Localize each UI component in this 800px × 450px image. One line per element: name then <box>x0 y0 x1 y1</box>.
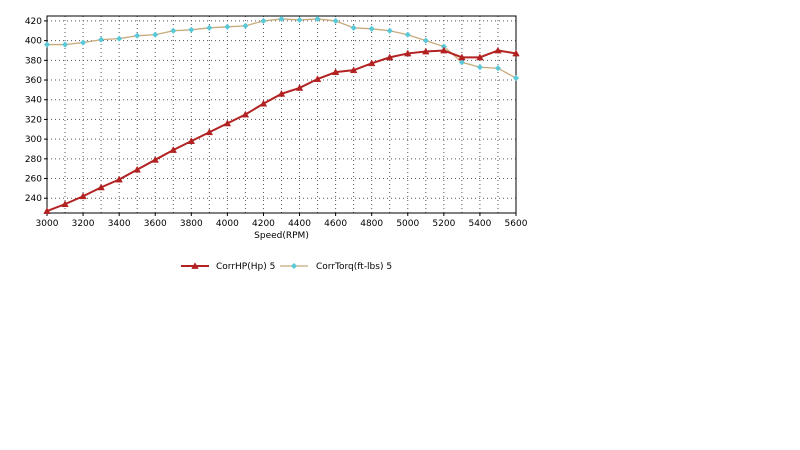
legend: CorrHP(Hp) 5 CorrTorq(ft-lbs) 5 <box>181 262 392 272</box>
data-point <box>494 46 502 54</box>
data-point <box>350 24 357 31</box>
data-point <box>152 31 159 38</box>
data-point <box>170 27 177 34</box>
data-point <box>133 165 141 173</box>
legend-marker <box>290 262 298 270</box>
legend-label: CorrHP(Hp) 5 <box>216 262 275 272</box>
data-point <box>494 65 502 72</box>
data-point <box>367 59 376 67</box>
data-point <box>458 59 466 66</box>
data-point <box>205 128 214 136</box>
data-point <box>116 35 123 42</box>
data-point <box>296 16 303 24</box>
x-axis-label: Speed(RPM) <box>254 231 309 241</box>
x-tick-label: 3400 <box>108 219 131 229</box>
x-tick-label: 4800 <box>360 219 383 229</box>
data-point <box>386 27 393 34</box>
data-point <box>79 39 87 46</box>
data-point <box>476 64 484 71</box>
data-point <box>241 110 250 118</box>
y-tick-label: 300 <box>25 135 42 145</box>
data-point <box>61 41 69 48</box>
data-point <box>404 31 411 38</box>
data-point <box>295 84 304 91</box>
data-point <box>277 90 286 97</box>
x-tick-label: 5600 <box>505 219 528 229</box>
series-line <box>46 49 517 212</box>
data-point <box>242 22 249 30</box>
data-point <box>97 36 105 43</box>
data-point <box>476 53 484 61</box>
legend-marker <box>191 262 199 269</box>
data-point <box>97 183 105 191</box>
data-point <box>169 146 177 153</box>
data-point <box>43 207 51 214</box>
data-point <box>134 32 141 39</box>
data-point <box>223 119 232 127</box>
data-point <box>260 17 267 25</box>
series-corrtorq-ft-lbs-5 <box>43 15 520 82</box>
data-point <box>188 26 195 33</box>
data-point <box>187 137 196 144</box>
data-point <box>386 53 394 61</box>
y-tick-label: 280 <box>25 155 42 165</box>
x-tick-label: 3200 <box>72 219 95 229</box>
data-point <box>349 66 358 74</box>
data-point <box>224 23 231 30</box>
x-tick-label: 4000 <box>216 219 239 229</box>
data-point <box>422 37 429 44</box>
data-point <box>422 47 430 55</box>
data-point <box>331 68 340 76</box>
y-tick-label: 260 <box>25 175 42 185</box>
data-point <box>115 175 123 183</box>
data-point <box>512 49 520 57</box>
y-tick-label: 400 <box>25 37 42 47</box>
data-point <box>458 53 466 61</box>
data-point <box>206 24 213 31</box>
legend-item-1: CorrHP(Hp) 5 <box>181 262 275 272</box>
x-tick-label: 3600 <box>144 219 167 229</box>
y-tick-label: 340 <box>25 96 42 106</box>
data-point <box>440 46 448 54</box>
series-layer <box>43 15 520 214</box>
y-tick-label: 240 <box>25 194 42 204</box>
x-tick-label: 5000 <box>396 219 419 229</box>
x-tick-label: 5200 <box>432 219 455 229</box>
x-tick-label: 3000 <box>36 219 59 229</box>
y-tick-label: 420 <box>25 17 42 27</box>
y-axis-ticks: 240 260 280 300 320 340 360 380 400 420 <box>25 17 47 204</box>
data-point <box>404 49 412 57</box>
data-point <box>79 192 87 200</box>
data-point <box>332 17 339 25</box>
x-tick-label: 3800 <box>180 219 203 229</box>
data-point <box>368 25 375 32</box>
y-tick-label: 380 <box>25 56 42 66</box>
legend-label: CorrTorq(ft-lbs) 5 <box>316 262 392 272</box>
data-point <box>512 74 520 82</box>
x-axis-ticks: 3000 3200 3400 3600 3800 4000 4200 4400 4600 4800… <box>36 213 528 229</box>
x-tick-label: 4600 <box>324 219 347 229</box>
data-point <box>278 15 285 23</box>
data-point <box>314 15 321 23</box>
data-point <box>43 41 51 48</box>
x-tick-label: 4400 <box>288 219 311 229</box>
data-point <box>259 99 268 107</box>
series-corrhp-hp-5 <box>43 46 520 214</box>
y-tick-label: 360 <box>25 76 42 86</box>
data-point <box>313 75 322 82</box>
x-tick-label: 5400 <box>468 219 491 229</box>
y-tick-label: 320 <box>25 115 42 125</box>
legend-item-2: CorrTorq(ft-lbs) 5 <box>280 262 392 272</box>
data-point <box>61 200 69 208</box>
data-point <box>151 155 159 163</box>
x-tick-label: 4200 <box>252 219 275 229</box>
